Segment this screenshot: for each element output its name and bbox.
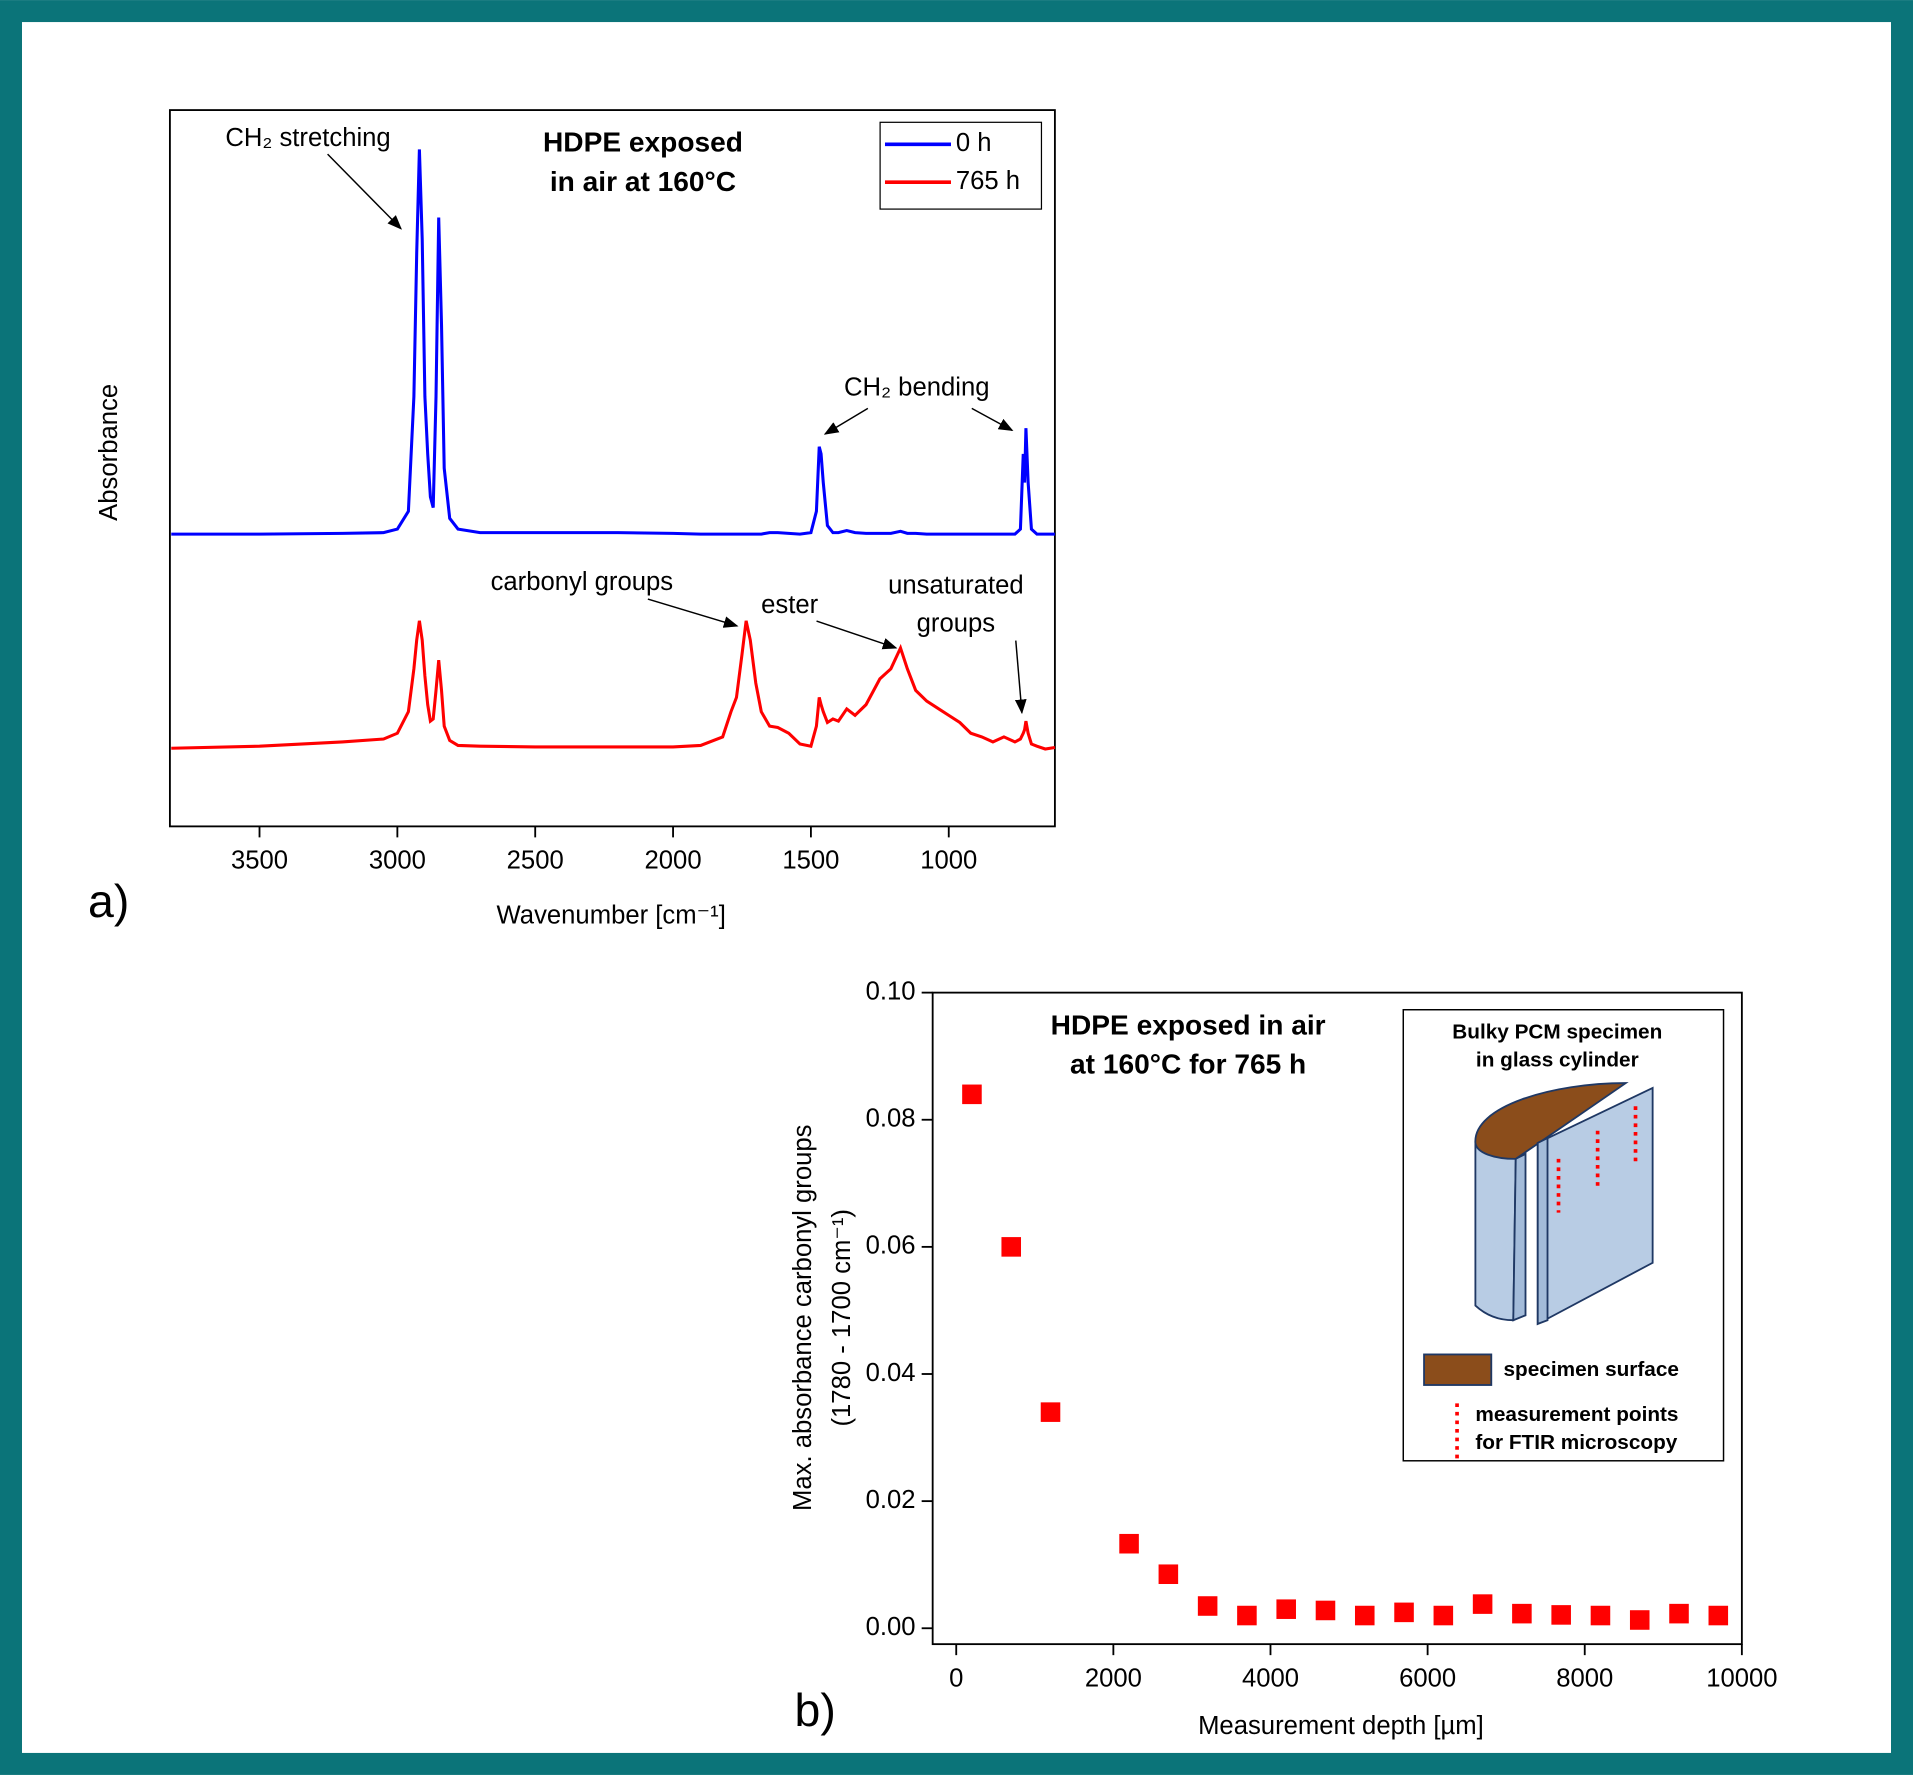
legend-swatch	[1423, 1353, 1493, 1386]
x-tick-label: 6000	[1399, 1664, 1456, 1692]
point	[1512, 1603, 1532, 1624]
point	[1119, 1533, 1139, 1554]
point	[1669, 1603, 1689, 1624]
surface	[1474, 1082, 1629, 1160]
y-tick-label: 0.02	[866, 1486, 916, 1514]
annotation: CH₂ stretching	[225, 124, 390, 152]
annotation: groups	[917, 609, 995, 637]
y-tick-label: 0.04	[866, 1359, 916, 1387]
x-tick-label: 3500	[231, 847, 288, 875]
legend-box	[879, 121, 1043, 210]
x-tick-label: 1000	[920, 847, 977, 875]
x-label: Wavenumber [cm⁻¹]	[497, 902, 726, 930]
arrow	[1014, 640, 1027, 715]
series-line	[171, 149, 1055, 536]
point	[1629, 1610, 1650, 1630]
cylinder	[1512, 1152, 1527, 1322]
arrow	[816, 620, 898, 650]
title: at 160°C for 765 h	[1070, 1048, 1306, 1079]
point	[1197, 1596, 1218, 1616]
y-label: Absorbance	[95, 384, 123, 521]
point	[1472, 1594, 1493, 1614]
point	[1276, 1599, 1296, 1619]
annotation: carbonyl groups	[491, 568, 674, 596]
arrow	[327, 153, 402, 230]
panel-label: a)	[88, 875, 129, 927]
y-label: (1780 - 1700 cm⁻¹)	[828, 1209, 856, 1426]
x-tick-label: 10000	[1706, 1664, 1777, 1692]
point	[1158, 1564, 1179, 1585]
y-tick-label: 0.10	[866, 977, 916, 1005]
x-tick-label: 0	[949, 1664, 963, 1692]
panel	[22, 22, 1891, 1753]
y-tick-label: 0.00	[866, 1613, 916, 1641]
x-tick-label: 4000	[1242, 1664, 1299, 1692]
y-tick-label: 0.06	[866, 1232, 916, 1260]
inset-legend: for FTIR microscopy	[1475, 1431, 1677, 1454]
legend-label: 0 h	[956, 129, 992, 157]
inset: Bulky PCM specimen in glass cylinder spe…	[1402, 1009, 1725, 1462]
inset-title: in glass cylinder	[1476, 1049, 1639, 1072]
point	[1315, 1600, 1336, 1621]
legend-label: 765 h	[956, 167, 1020, 195]
inset-title: Bulky PCM specimen	[1452, 1020, 1662, 1043]
x-tick-label: 3000	[369, 847, 426, 875]
x-label: Measurement depth [µm]	[1198, 1712, 1484, 1740]
point	[1354, 1605, 1375, 1626]
slab	[1536, 1136, 1549, 1326]
title: HDPE exposed	[543, 127, 743, 158]
y-tick-label: 0.08	[866, 1105, 916, 1133]
point	[1433, 1605, 1454, 1626]
arrow	[647, 598, 739, 628]
inset-legend: specimen surface	[1504, 1358, 1679, 1381]
point	[1590, 1605, 1611, 1626]
x-tick-label: 2500	[507, 847, 564, 875]
x-tick-label: 2000	[1085, 1664, 1142, 1692]
title: in air at 160°C	[550, 166, 736, 197]
title: HDPE exposed in air	[1051, 1009, 1326, 1040]
panel-label: b)	[795, 1684, 836, 1736]
annotation: ester	[761, 591, 818, 619]
cylinder	[1474, 1141, 1517, 1322]
x-tick-label: 8000	[1556, 1664, 1613, 1692]
point	[1394, 1602, 1414, 1623]
point	[1551, 1605, 1571, 1625]
annotation: CH₂ bending	[844, 374, 989, 402]
point	[962, 1084, 982, 1105]
x-tick-label: 2000	[645, 847, 702, 875]
plot-area	[931, 991, 1743, 1646]
inset-legend: measurement points	[1475, 1403, 1678, 1426]
plot-area	[168, 109, 1056, 828]
x-tick-label: 1500	[782, 847, 839, 875]
arrow	[823, 407, 869, 435]
arrow	[971, 407, 1014, 432]
point	[1708, 1605, 1729, 1626]
annotation: unsaturated	[888, 572, 1024, 600]
point	[1237, 1605, 1257, 1626]
point	[1040, 1402, 1061, 1422]
y-label: Max. absorbance carbonyl groups	[789, 1125, 817, 1512]
point	[1001, 1237, 1022, 1257]
series-line	[171, 620, 1056, 751]
